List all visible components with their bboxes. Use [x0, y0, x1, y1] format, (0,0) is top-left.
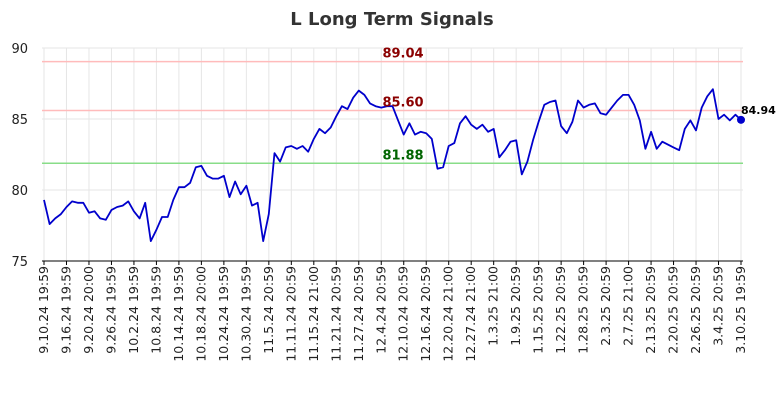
reference-line-label: 81.88 — [382, 148, 423, 163]
x-tick-label: 10.14.24 19:59 — [171, 266, 186, 362]
x-tick-label: 11.27.24 20:59 — [351, 266, 366, 362]
y-tick-label: 75 — [11, 255, 28, 270]
x-tick-label: 1.3.25 21:00 — [486, 266, 501, 346]
x-tick-label: 2.3.25 20:59 — [598, 266, 613, 346]
series-line — [43, 88, 742, 243]
x-tick-label: 11.11.24 20:59 — [283, 266, 298, 362]
x-tick-label: 12.27.24 21:00 — [463, 266, 478, 362]
x-tick-label: 1.9.25 20:59 — [508, 266, 523, 346]
x-tick-label: 9.10.24 19:59 — [36, 266, 51, 354]
reference-line-label: 85.60 — [382, 95, 423, 110]
x-tick-label: 12.16.24 20:59 — [418, 266, 433, 362]
series — [43, 88, 745, 243]
x-tick-label: 3.10.25 19:59 — [733, 266, 748, 354]
x-tick-label: 1.28.25 20:59 — [576, 266, 591, 354]
axes — [42, 260, 743, 265]
x-tick-label: 12.4.24 20:59 — [373, 266, 388, 354]
reference-line-label: 89.04 — [382, 47, 423, 62]
y-tick-label: 85 — [11, 113, 28, 128]
x-tick-label: 11.15.24 21:00 — [306, 266, 321, 362]
x-tick-label: 10.8.24 19:59 — [148, 266, 163, 354]
y-tick-label: 80 — [11, 184, 28, 199]
x-tick-label: 2.13.25 20:59 — [643, 266, 658, 354]
x-tick-label: 12.20.24 21:00 — [441, 266, 456, 362]
x-tick-label: 2.26.25 20:59 — [688, 266, 703, 354]
x-tick-label: 10.30.24 19:59 — [238, 266, 253, 362]
reference-lines — [42, 60, 743, 165]
last-point-marker — [737, 115, 745, 124]
x-tick-label: 1.15.25 20:59 — [531, 266, 546, 354]
x-tick-label: 2.7.25 21:00 — [621, 266, 636, 346]
grid — [42, 47, 743, 262]
x-tick-label: 9.26.24 19:59 — [103, 266, 118, 354]
x-tick-label: 1.22.25 20:59 — [553, 266, 568, 354]
x-tick-label: 12.10.24 20:59 — [396, 266, 411, 362]
x-tick-label: 3.4.25 20:59 — [711, 266, 726, 346]
x-tick-label: 10.24.24 19:59 — [216, 266, 231, 362]
x-tick-label: 11.21.24 20:59 — [328, 266, 343, 362]
y-tick-label: 90 — [11, 42, 28, 57]
x-tick-label: 9.16.24 19:59 — [58, 266, 73, 354]
x-tick-label: 10.2.24 19:59 — [126, 266, 141, 354]
x-tick-label: 10.18.24 20:00 — [193, 266, 208, 362]
x-tick-label: 11.5.24 20:59 — [261, 266, 276, 354]
labels: 75 80 85 90 89.04 85.60 81.88 9.10.24 19:59 9.16… — [11, 42, 776, 362]
chart-title: L Long Term Signals — [290, 9, 493, 30]
x-tick-label: 9.20.24 20:00 — [81, 266, 96, 354]
x-tick-label: 2.20.25 20:59 — [666, 266, 681, 354]
last-point-label: 84.94 — [741, 104, 776, 117]
